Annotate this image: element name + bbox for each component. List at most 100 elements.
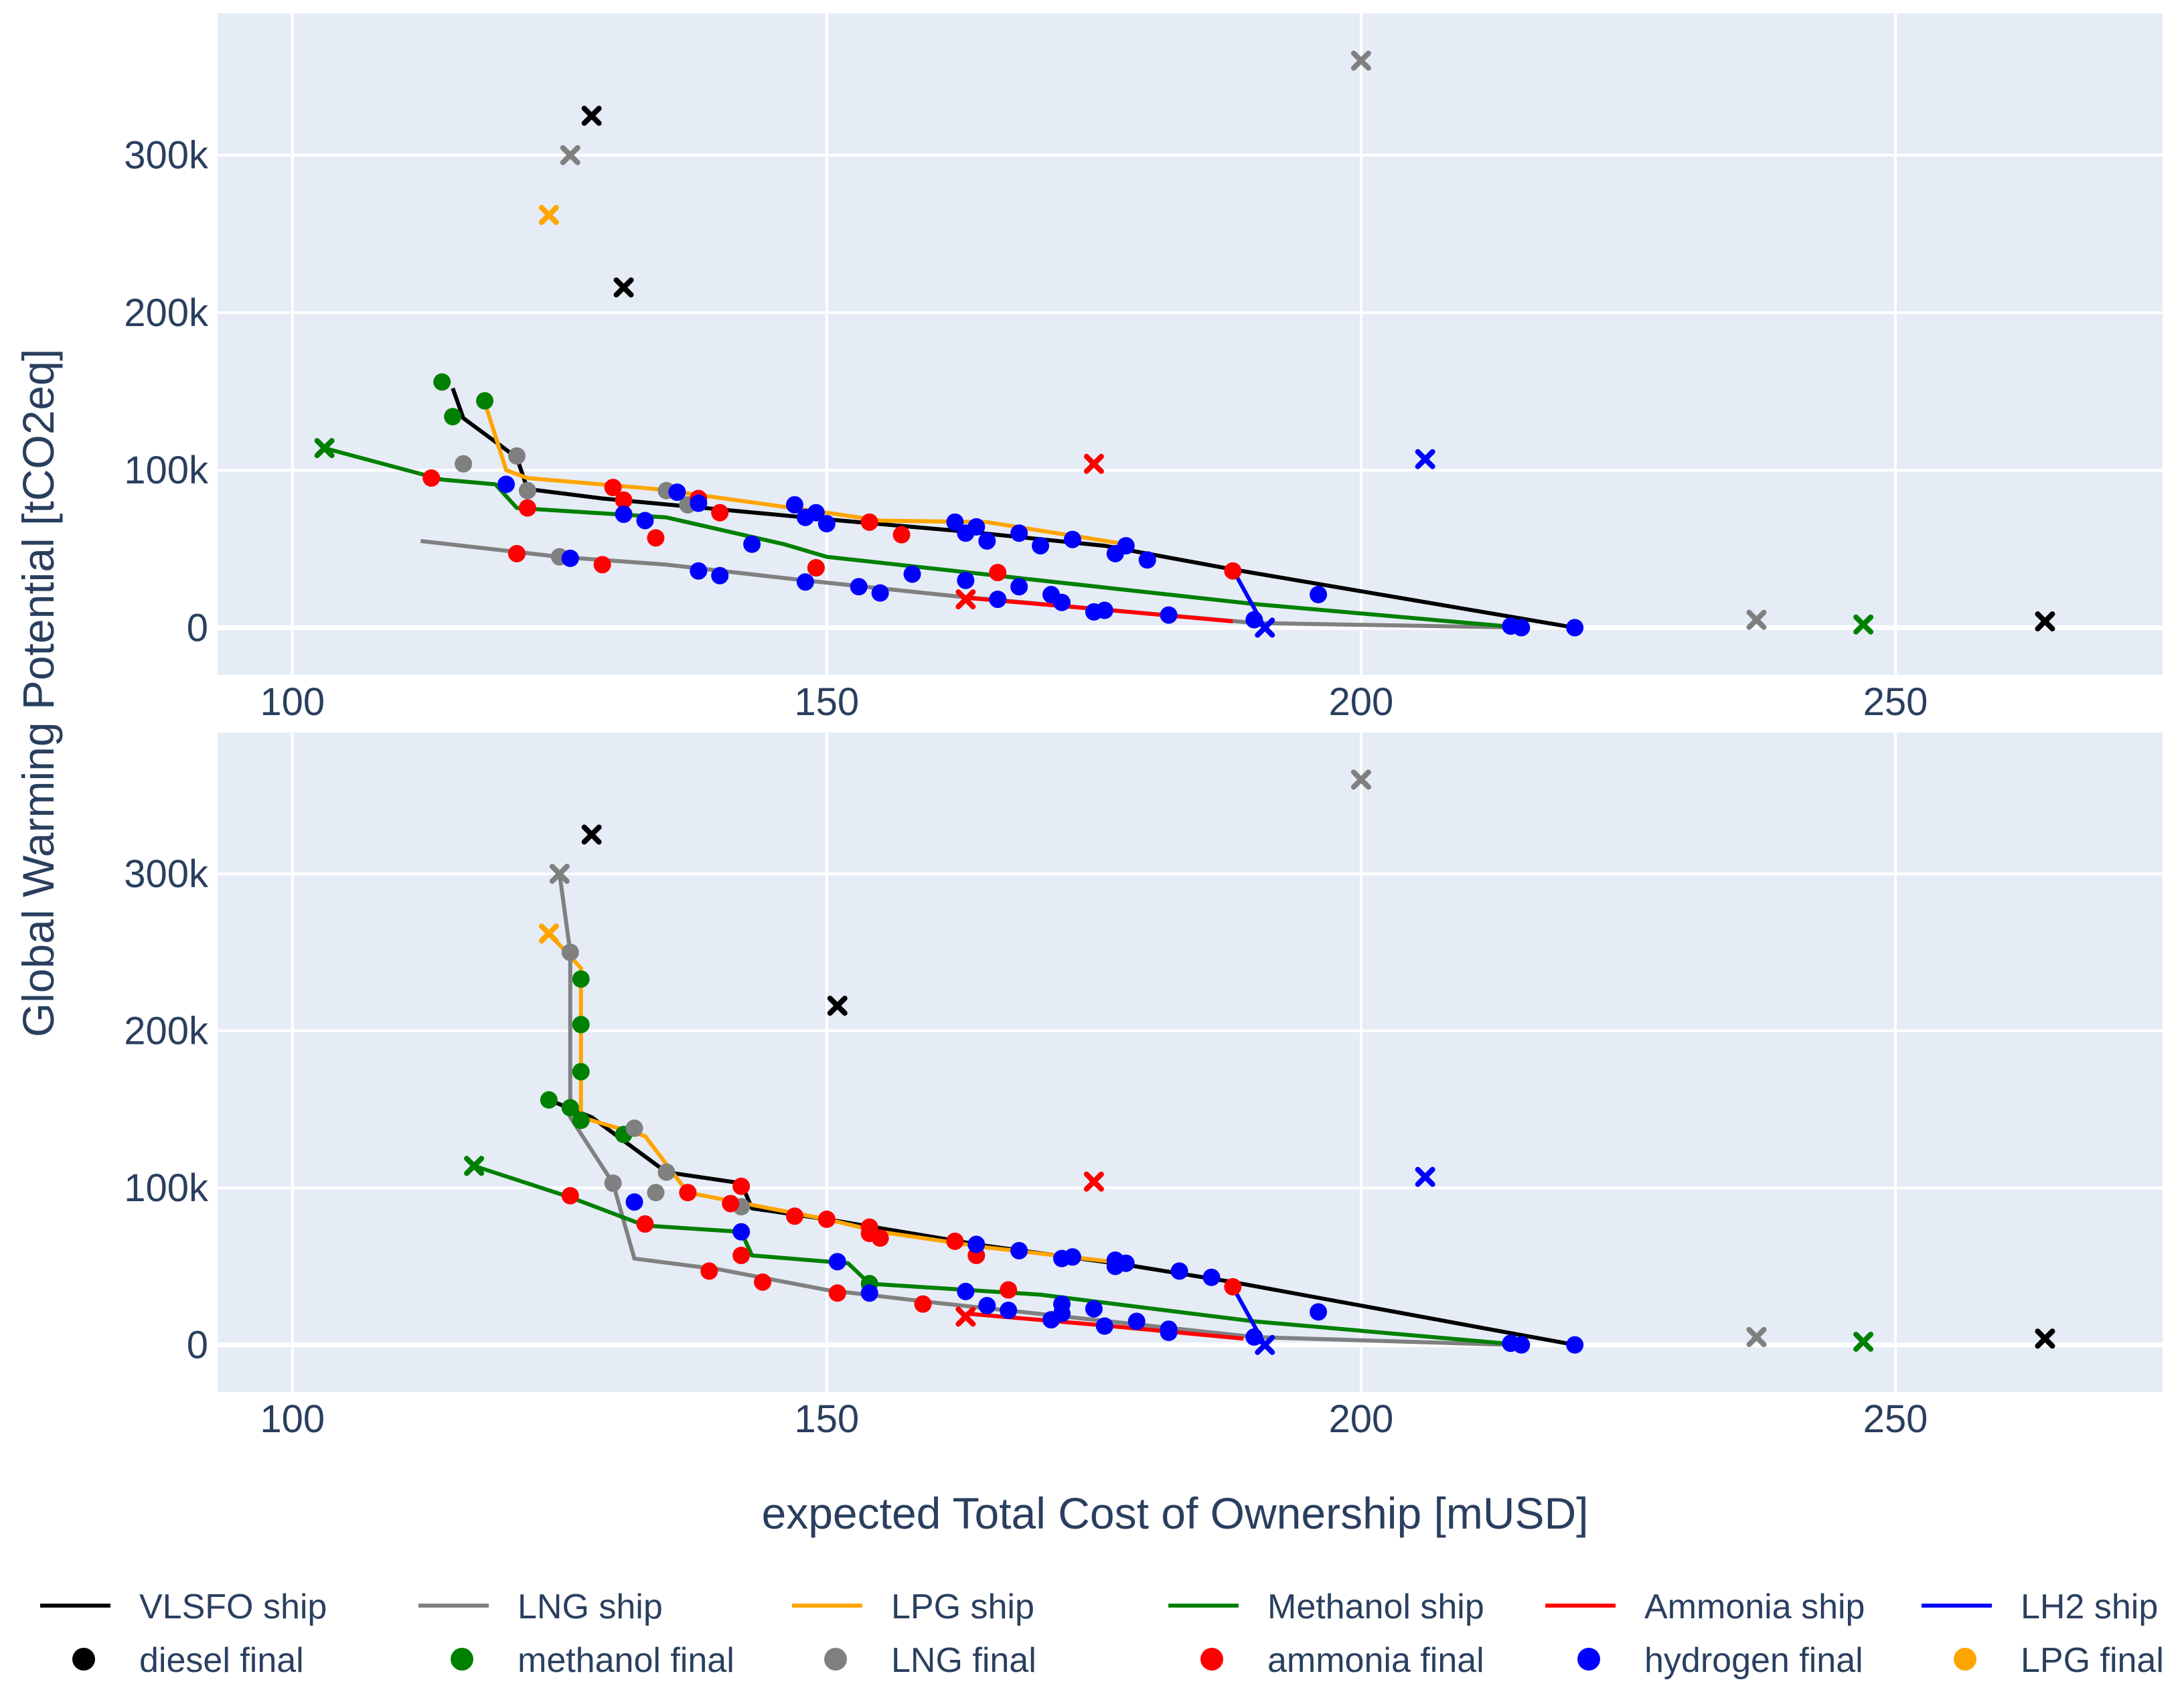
hydrogen-final-point [1032,537,1050,555]
legend-item-lpg-final: LPG final [1954,1641,2164,1680]
hydrogen-final-point [785,495,803,514]
y-tick-label: 300k [124,852,209,896]
diesel-cross-marker [827,996,848,1016]
ammonia-final-point [1000,1281,1018,1299]
cross-stroke [955,1306,976,1327]
x-tick-label: 100 [260,1397,325,1441]
lng-final-point [508,447,526,465]
lng-final-point [561,943,579,961]
legend-label: diesel final [139,1641,304,1680]
hydrogen-cross-marker [1255,617,1275,638]
hydrogen-cross-marker [1415,449,1435,469]
cross-stroke [613,277,634,298]
hydrogen-final-point [1512,619,1531,637]
methanol-final-point [540,1091,558,1109]
bottom-subplot: 100 150 200 250 0 100k 200k 300k [124,732,2163,1441]
ammonia-final-point [561,1186,579,1205]
cross-stroke [314,438,335,459]
hydrogen-final-point [1170,1262,1188,1280]
ammonia-final-point [711,504,729,522]
x-axis-title: expected Total Cost of Ownership [mUSD] [762,1488,1589,1538]
legend-dot-swatch [1200,1648,1223,1671]
ammonia-final-point [1224,562,1242,580]
hydrogen-final-point [828,1253,846,1271]
lng-cross-marker [1746,1326,1767,1347]
cross-stroke [581,824,602,845]
cross-stroke [464,1156,485,1176]
hydrogen-final-point [1052,1304,1071,1322]
methanol-final-point [572,970,590,988]
y-tick-label: 0 [187,606,208,649]
x-tick-label: 200 [1328,1397,1393,1441]
cross-stroke [955,589,976,610]
methanol-cross-marker [314,438,335,459]
legend-item-lh2-ship: LH2 ship [1922,1588,2158,1626]
hydrogen-cross-marker [1415,1166,1435,1187]
legend-label: VLSFO ship [139,1588,327,1626]
hydrogen-final-point [903,565,921,583]
hydrogen-final-point [860,1284,878,1302]
legend-item-methanol-final: methanol final [451,1641,734,1680]
lng-cross-marker [1350,769,1371,790]
y-tick-label: 200k [124,1010,209,1053]
cross-stroke [827,996,848,1016]
hydrogen-final-point [1138,551,1156,569]
hydrogen-final-point [1310,586,1328,604]
hydrogen-final-point [1010,524,1028,542]
diesel-cross-marker [581,105,602,126]
ammonia-final-point [892,526,911,544]
methanol-final-point [572,1063,590,1081]
hydrogen-final-point [1160,1323,1178,1341]
hydrogen-final-point [1010,578,1028,596]
y-tick-label: 0 [187,1324,208,1367]
hydrogen-final-point [978,1297,996,1315]
y-tick-label: 200k [124,291,209,335]
hydrogen-final-point [625,1193,643,1211]
cross-stroke [1083,1171,1104,1192]
legend-label: hydrogen final [1644,1641,1863,1680]
hydrogen-final-point [1063,530,1081,548]
legend-item-ammonia-final: ammonia final [1200,1641,1484,1680]
hydrogen-final-point [850,578,868,596]
top-plot-area [218,13,2163,675]
legend-item-hydrogen-final: hydrogen final [1577,1641,1863,1680]
legend-dot-swatch [72,1648,95,1671]
hydrogen-final-point [1063,1248,1081,1266]
cross-stroke [1083,453,1104,474]
ammonia-cross-marker [1083,453,1104,474]
x-tick-label: 150 [794,680,859,724]
ammonia-final-point [1224,1278,1242,1296]
ammonia-cross-marker [1083,1171,1104,1192]
ammonia-final-point [422,469,441,487]
lng-final-point [455,455,473,473]
legend-label: LPG final [2021,1641,2164,1680]
ammonia-final-point [722,1194,740,1213]
x-tick-label: 250 [1863,680,1928,724]
ammonia-final-point [636,1215,654,1233]
cross-stroke [1746,1326,1767,1347]
hydrogen-cross-marker [1255,1334,1275,1355]
cross-stroke [1350,769,1371,790]
ammonia-final-point [647,529,665,547]
hydrogen-final-point [1566,1336,1584,1354]
hydrogen-final-point [668,483,686,501]
methanol-final-point [561,1099,579,1117]
cross-stroke [1746,609,1767,630]
hydrogen-final-point [615,506,633,524]
hydrogen-final-point [957,571,975,589]
hydrogen-final-point [978,532,996,550]
lng-final-point [657,1163,676,1181]
lng-final-point [518,481,536,499]
legend-label: Methanol ship [1267,1588,1484,1626]
hydrogen-final-point [989,591,1007,609]
hydrogen-final-point [1127,1312,1146,1330]
ammonia-final-point [914,1295,932,1313]
legend-label: methanol final [518,1641,734,1680]
lng-cross-marker [1350,50,1371,71]
x-tick-label: 200 [1328,680,1393,724]
ammonia-final-point [828,1284,846,1302]
cross-stroke [549,864,570,884]
hydrogen-final-point [690,494,708,512]
methanol-final-point [444,408,462,426]
methanol-cross-marker [1853,614,1874,635]
